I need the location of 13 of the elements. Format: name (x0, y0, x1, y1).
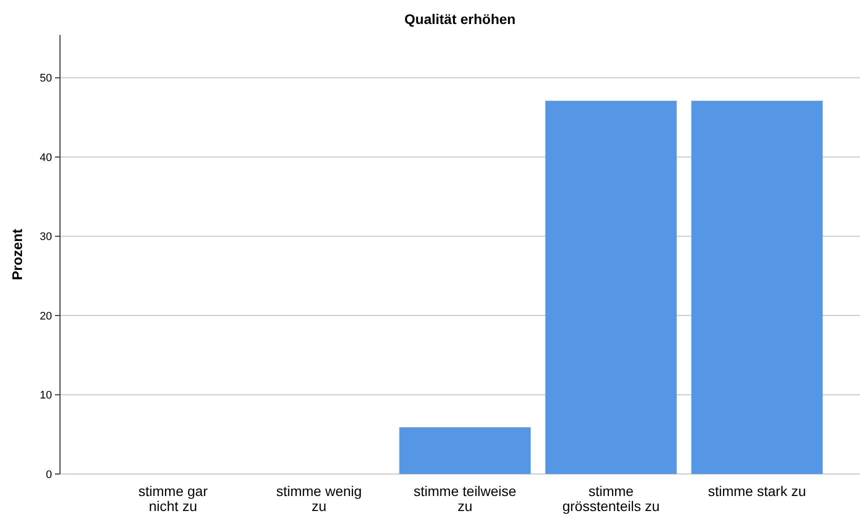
y-tick-label: 0 (46, 468, 52, 481)
y-axis-title: Prozent (9, 228, 25, 280)
chart-title: Qualität erhöhen (404, 11, 516, 27)
x-tick-label: stimme gar nicht zu (138, 483, 208, 514)
y-tick-label: 10 (40, 390, 52, 402)
x-tick-label: stimme wenig zu (276, 483, 362, 514)
x-tick-label: stimme stark zu (708, 483, 806, 499)
x-tick-label: stimme teilweise zu (414, 483, 517, 514)
y-tick-label: 50 (40, 72, 52, 85)
x-tick-label: stimme grösstenteils zu (562, 483, 660, 514)
y-tick-label: 20 (40, 310, 52, 322)
y-tick-label: 30 (40, 231, 52, 244)
y-tick-label: 40 (40, 152, 52, 164)
